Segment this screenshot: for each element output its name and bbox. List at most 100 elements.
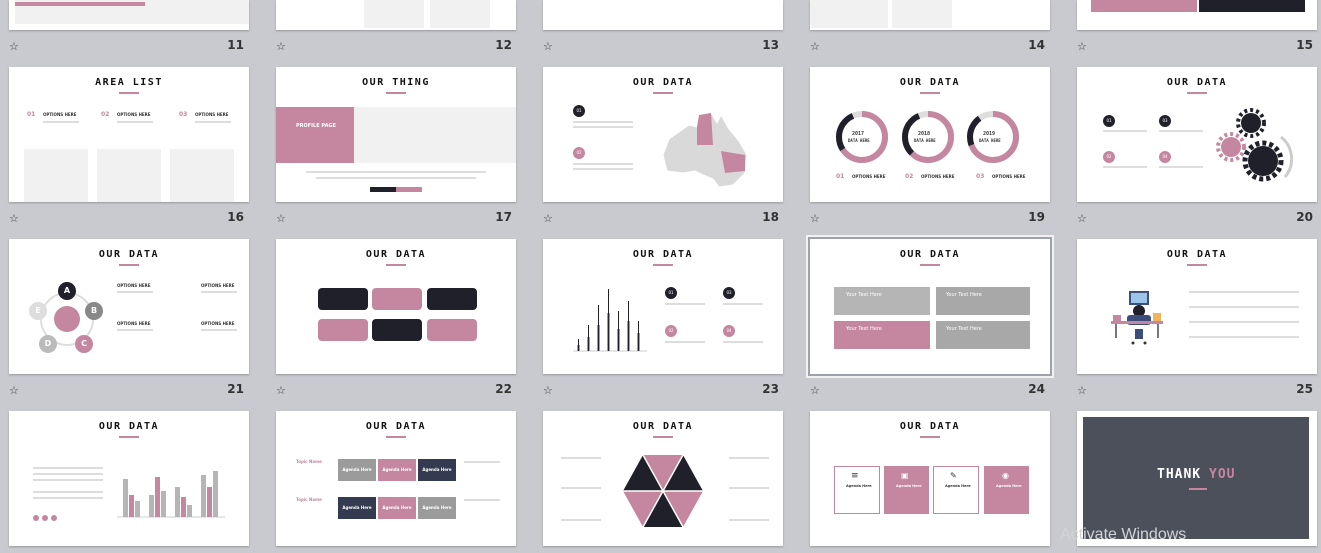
- slide-number: 16: [227, 210, 244, 224]
- slide-thumb-16[interactable]: AREA LIST 01 OPTIONS HERE 02 OPTIONS HER…: [9, 67, 249, 202]
- slide-title: OUR DATA: [810, 249, 1050, 266]
- star-icon[interactable]: ☆: [543, 40, 553, 53]
- bullet-dark: 01: [1103, 115, 1115, 127]
- text-line: [464, 499, 500, 501]
- text-line: [573, 168, 633, 170]
- tile: [318, 319, 368, 341]
- star-icon[interactable]: ☆: [1077, 384, 1087, 397]
- slide-number: 22: [495, 382, 512, 396]
- agenda-card: [834, 466, 880, 514]
- bullet-dark: 03: [1159, 115, 1171, 127]
- slide-thumb-18[interactable]: OUR DATA 01 02: [543, 67, 783, 202]
- slide-thumb-21[interactable]: OUR DATA A B C D E OPTIONS HERE OPTIONS …: [9, 239, 249, 374]
- star-icon[interactable]: ☆: [276, 384, 286, 397]
- star-icon[interactable]: ☆: [276, 40, 286, 53]
- text-line: [729, 487, 769, 489]
- agenda-card: [884, 466, 929, 514]
- button-pink: [396, 187, 422, 192]
- slide-thumb-23[interactable]: OUR DATA 01 03 02 04: [543, 239, 783, 374]
- text-line: [33, 473, 103, 475]
- slide-number: 11: [227, 38, 244, 52]
- text-line: [1189, 336, 1299, 338]
- star-icon[interactable]: ☆: [543, 212, 553, 225]
- text-line: [1189, 306, 1299, 308]
- slide-thumb-14[interactable]: [810, 0, 1050, 30]
- slide-title: OUR DATA: [810, 77, 1050, 94]
- item-label: OPTIONS HERE: [117, 112, 151, 117]
- text-line: [33, 497, 103, 499]
- text-line: [573, 163, 633, 165]
- text-line: [723, 303, 763, 305]
- donut-sub: DATA HERE: [914, 138, 936, 143]
- donut-chart-1: [836, 111, 888, 163]
- star-icon[interactable]: ☆: [810, 40, 820, 53]
- slide-thumb-30[interactable]: THANK YOU: [1077, 411, 1317, 546]
- bullet-dark: 01: [573, 105, 585, 117]
- slide-thumb-19[interactable]: OUR DATA 2017 DATA HERE 2018 DATA HERE 2…: [810, 67, 1050, 202]
- star-icon[interactable]: ☆: [810, 212, 820, 225]
- star-icon[interactable]: ☆: [9, 384, 19, 397]
- slide-thumb-26[interactable]: OUR DATA: [9, 411, 249, 546]
- slide-thumb-15[interactable]: [1077, 0, 1317, 30]
- social-dot: [42, 515, 48, 521]
- slide-thumb-20[interactable]: OUR DATA 01 03 02 04: [1077, 67, 1317, 202]
- item-label: OPTIONS HERE: [852, 174, 886, 179]
- slide-thumb-25[interactable]: OUR DATA: [1077, 239, 1317, 374]
- text-line: [665, 341, 705, 343]
- slide-thumb-27[interactable]: OUR DATA Topic Name Topic Name Agenda He…: [276, 411, 516, 546]
- content-block: [364, 0, 424, 28]
- desk-illustration: [1111, 291, 1163, 345]
- star-icon[interactable]: ☆: [1077, 40, 1087, 53]
- slide-thumb-13[interactable]: [543, 0, 783, 30]
- item-number: 01: [27, 111, 36, 118]
- slide-number: 14: [1028, 38, 1045, 52]
- slide-title: OUR DATA: [543, 421, 783, 438]
- slide-thumb-28[interactable]: OUR DATA: [543, 411, 783, 546]
- bar-chart: [573, 289, 647, 352]
- slide-title: OUR DATA: [810, 421, 1050, 438]
- bullet-dark: 03: [723, 287, 735, 299]
- text-line: [665, 303, 705, 305]
- tile: [427, 319, 477, 341]
- grouped-bar-chart: [117, 471, 225, 518]
- item-label: OPTIONS HERE: [992, 174, 1026, 179]
- slide-thumb-22[interactable]: OUR DATA: [276, 239, 516, 374]
- image-placeholder: [170, 149, 234, 202]
- tile: [372, 288, 422, 310]
- slide-thumb-17[interactable]: OUR THING PROFILE PAGE: [276, 67, 516, 202]
- slide-thumb-24[interactable]: OUR DATA Your Text Here Your Text Here Y…: [806, 235, 1054, 378]
- agenda-card: [984, 466, 1029, 514]
- tile: [318, 288, 368, 310]
- slide-thumb-11[interactable]: [9, 0, 249, 30]
- gears-graphic: [1216, 108, 1294, 182]
- slide-title: OUR DATA: [1077, 77, 1317, 94]
- slide-number: 24: [1028, 382, 1045, 396]
- social-dot: [51, 515, 57, 521]
- star-icon[interactable]: ☆: [543, 384, 553, 397]
- star-icon[interactable]: ☆: [9, 40, 19, 53]
- text-box-label: Your Text Here: [846, 326, 882, 332]
- donut-sub: DATA HERE: [848, 138, 870, 143]
- profile-banner: [276, 107, 354, 163]
- text-line: [561, 519, 601, 521]
- star-icon[interactable]: ☆: [276, 212, 286, 225]
- star-icon[interactable]: ☆: [1077, 212, 1087, 225]
- donut-year: 2018: [918, 131, 931, 137]
- star-icon[interactable]: ☆: [9, 212, 19, 225]
- image-placeholder: [24, 149, 88, 202]
- text-line: [573, 126, 633, 128]
- slide-title: OUR DATA: [543, 249, 783, 266]
- donut-year: 2017: [852, 131, 865, 137]
- agenda-chevron: Agenda Here: [378, 497, 416, 519]
- hexagon-diagram: [623, 454, 703, 528]
- text-box: [936, 321, 1030, 349]
- star-icon[interactable]: ☆: [810, 384, 820, 397]
- tile: [427, 288, 477, 310]
- slide-thumb-12[interactable]: [276, 0, 516, 30]
- text-line: [1189, 321, 1299, 323]
- accent-bar: [15, 2, 145, 6]
- agenda-chevron: Agenda Here: [338, 497, 376, 519]
- text-line: [33, 467, 103, 469]
- slide-thumb-29[interactable]: OUR DATA ≡ Agenda Here ▣ Agenda Here ✎ A…: [810, 411, 1050, 546]
- topic-label: Topic Name: [296, 459, 322, 464]
